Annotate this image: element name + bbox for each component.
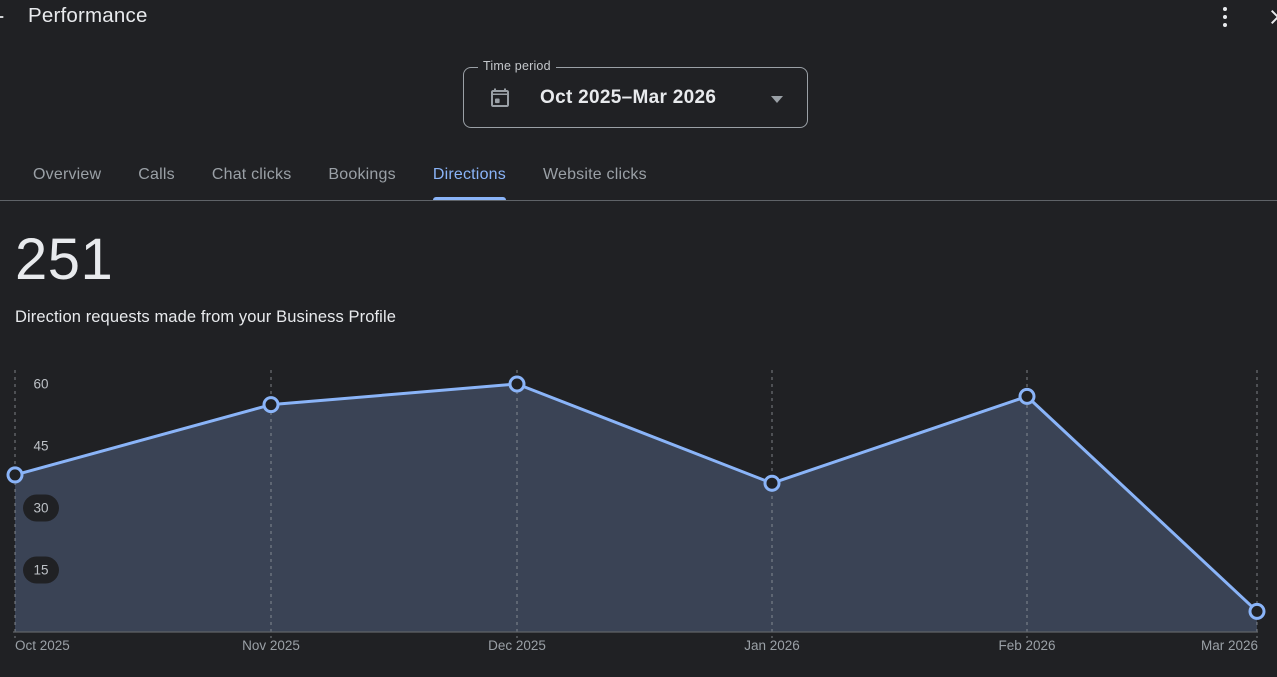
y-tick-label: 30 [33, 501, 48, 516]
data-point-4 [763, 474, 781, 492]
time-period-label: Time period [478, 59, 556, 73]
x-tick-label: Jan 2026 [744, 638, 800, 653]
y-tick-pill [23, 556, 59, 584]
x-tick-label: Oct 2025 [15, 638, 70, 653]
x-tick-label: Feb 2026 [998, 638, 1055, 653]
chart-area-fill [15, 384, 1257, 632]
y-tick-label: 15 [33, 563, 48, 578]
tab-bar: Overview Calls Chat clicks Bookings Dire… [0, 150, 1277, 201]
back-icon[interactable] [0, 6, 7, 28]
metric-description: Direction requests made from your Busine… [15, 308, 396, 326]
y-tick-label: 45 [33, 439, 48, 454]
x-tick-label: Nov 2025 [242, 638, 300, 653]
data-point-5 [1018, 387, 1036, 405]
tab-bookings[interactable]: Bookings [328, 166, 396, 183]
tab-calls[interactable]: Calls [138, 166, 175, 183]
metric-total: 251 [15, 227, 114, 292]
tab-overview[interactable]: Overview [33, 166, 102, 183]
y-tick-label: 60 [33, 377, 48, 392]
data-point-6 [1248, 602, 1266, 620]
page-title: Performance [28, 4, 148, 27]
tab-chat-clicks[interactable]: Chat clicks [211, 166, 292, 183]
close-button[interactable] [1266, 5, 1277, 29]
caret-down-icon [771, 96, 783, 103]
x-tick-label: Mar 2026 [1201, 638, 1258, 653]
x-tick-label: Dec 2025 [488, 638, 546, 653]
tab-directions[interactable]: Directions [432, 150, 507, 200]
close-icon [1271, 10, 1277, 24]
overflow-menu-button[interactable] [1213, 5, 1237, 29]
data-point-3 [508, 375, 526, 393]
data-point-1 [6, 466, 24, 484]
chart-line [13, 382, 1259, 613]
time-period-select[interactable]: Time period Oct 2025–Mar 2026 [463, 59, 808, 128]
tab-website-clicks[interactable]: Website clicks [542, 166, 647, 183]
calendar-icon [491, 88, 509, 107]
time-period-value: Oct 2025–Mar 2026 [540, 86, 717, 108]
data-point-2 [262, 396, 280, 414]
kebab-menu-icon [1223, 7, 1227, 11]
y-tick-pill [23, 494, 59, 522]
directions-chart: 60 45 30 15 Oct 2025 Nov 2025 Dec 2025 Jan 2026… [0, 357, 1277, 677]
header: Performance [0, 0, 1277, 40]
